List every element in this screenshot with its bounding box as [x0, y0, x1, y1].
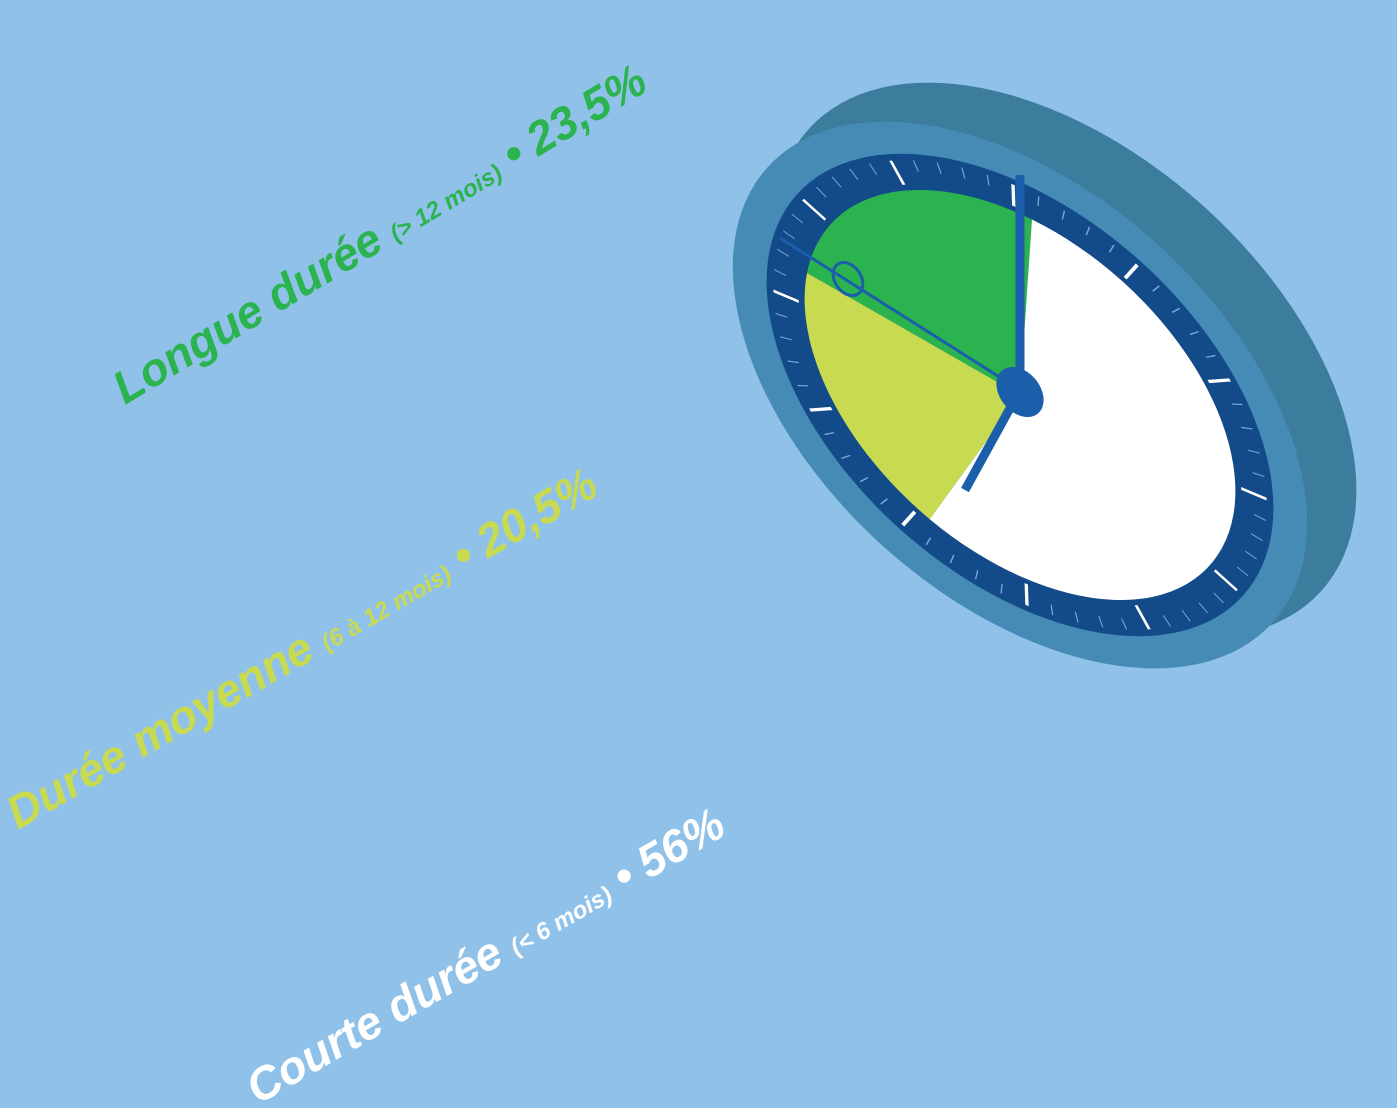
dial-tick [1189, 330, 1199, 336]
pie-slice [807, 189, 1032, 395]
dial-tick [824, 431, 835, 436]
dial-tick [1213, 592, 1224, 604]
dial-tick [1120, 618, 1128, 630]
dial-tick [1236, 566, 1249, 577]
dial-tick [936, 162, 942, 174]
dial-tick [816, 186, 827, 198]
dial-tick [1240, 426, 1253, 430]
dial-tick [773, 289, 799, 304]
dial-tick [1152, 285, 1160, 292]
dial-tick [925, 537, 932, 546]
clock-ticks [773, 160, 1267, 630]
dial-tick [780, 336, 792, 341]
dial-tick [974, 569, 979, 580]
dial-tick [1134, 605, 1151, 630]
dial-tick [1108, 244, 1115, 253]
dial-tick [868, 163, 878, 175]
dial-tick [1162, 615, 1172, 627]
clock-hands [779, 175, 1044, 493]
dial-tick [859, 477, 869, 483]
dial-tick [1181, 610, 1191, 622]
hand-ring [831, 260, 865, 298]
pie-slice [804, 272, 1020, 520]
dial-tick [889, 160, 906, 185]
dial-tick [775, 312, 788, 318]
dial-tick [1241, 486, 1267, 501]
dial-tick [1000, 583, 1003, 594]
dial-tick [1123, 263, 1139, 280]
dial-tick [831, 176, 842, 188]
dial-tick [802, 198, 827, 221]
dial-tick [1061, 210, 1066, 221]
dial-tick [777, 248, 790, 257]
dial-tick [1171, 307, 1181, 313]
dial-tick [1213, 569, 1238, 592]
dial-tick [1252, 472, 1265, 478]
dial-tick [901, 510, 917, 527]
pie-slice [929, 219, 1236, 601]
dial-tick [1205, 354, 1216, 359]
dial-tick [1037, 196, 1040, 207]
hand [779, 236, 1021, 392]
dial-tick [849, 168, 859, 180]
pie [804, 189, 1236, 601]
dial-tick [1231, 403, 1243, 406]
dial-tick [1050, 604, 1054, 616]
dial-tick [949, 554, 955, 564]
dial-tick [809, 406, 833, 412]
dial-tick [986, 174, 990, 186]
dial-tick [880, 498, 888, 505]
dial-tick [1074, 611, 1079, 623]
dial-tick [1207, 378, 1231, 384]
dial-tick [783, 230, 795, 240]
dial-tick [961, 167, 966, 179]
dial-tick [791, 213, 804, 224]
dial-tick [797, 384, 809, 387]
dial-tick [841, 454, 851, 460]
dial-tick [774, 268, 786, 276]
dial-tick [1245, 550, 1257, 560]
dial-tick [1250, 533, 1263, 542]
dial-tick [1085, 226, 1091, 236]
dial-tick [1011, 183, 1016, 207]
dial-tick [1098, 616, 1104, 628]
dial-tick [787, 360, 800, 364]
dial-tick [1248, 449, 1260, 454]
hand-hub [996, 366, 1044, 418]
dial-tick [1254, 514, 1266, 522]
dial-tick [1024, 583, 1029, 607]
dial-tick [912, 160, 920, 172]
dial-tick [1198, 602, 1209, 614]
